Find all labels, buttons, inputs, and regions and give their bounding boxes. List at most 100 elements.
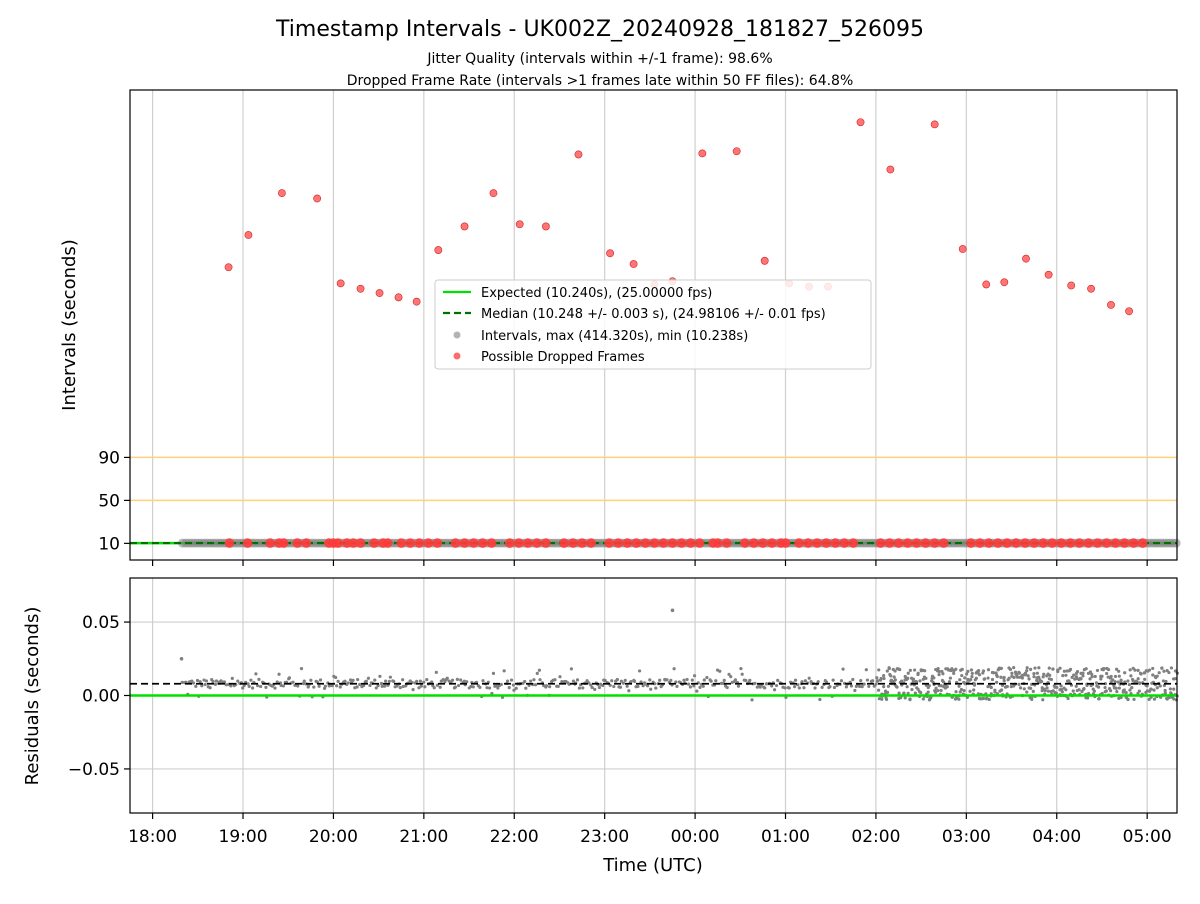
residual-point: [1020, 676, 1025, 680]
residual-point: [1049, 677, 1053, 682]
residuals-y-tick-label: 0.00: [82, 687, 120, 707]
dropped-frame-point: [278, 538, 289, 548]
residual-point: [1058, 666, 1062, 670]
residual-point: [1129, 674, 1133, 678]
dropped-frame-point: [486, 538, 497, 548]
dropped-frame-point: [794, 538, 804, 548]
residual-point: [725, 685, 729, 690]
residual-point: [485, 686, 489, 690]
residual-point: [348, 678, 353, 682]
residual-point: [1037, 666, 1041, 670]
x-tick-label: 02:00: [851, 827, 900, 847]
residual-point: [958, 690, 962, 694]
residual-point: [654, 686, 658, 690]
residual-point: [229, 684, 233, 688]
residual-point: [213, 682, 218, 686]
dropped-frame-point: [1067, 281, 1076, 290]
dropped-frame-point: [375, 289, 384, 297]
dropped-frame-point: [1038, 538, 1048, 548]
residual-point: [880, 697, 884, 701]
intervals-y-tick-label: 10: [98, 534, 120, 554]
residual-point: [533, 683, 538, 687]
residual-point: [491, 671, 496, 676]
residual-point: [398, 686, 402, 690]
residual-point: [309, 678, 313, 682]
dropped-frame-point: [577, 538, 587, 548]
residual-point: [537, 668, 542, 672]
residual-point: [1022, 687, 1026, 691]
residual-point: [312, 685, 316, 689]
residual-point: [1042, 687, 1047, 691]
residual-point: [991, 671, 996, 675]
residual-point: [1064, 673, 1068, 677]
residual-point: [959, 687, 964, 692]
intervals-y-ticks: 10 50 90: [98, 448, 130, 554]
dropped-frame-point: [542, 222, 550, 231]
residual-point: [913, 691, 917, 695]
residual-point: [705, 675, 709, 680]
residual-point: [1100, 674, 1104, 678]
residual-point: [1124, 691, 1128, 695]
x-tick-label: 05:00: [1123, 827, 1172, 847]
residual-point: [301, 681, 305, 686]
residual-point: [1172, 687, 1176, 691]
residual-point: [612, 684, 616, 689]
residual-point: [934, 690, 938, 694]
residual-point: [214, 679, 218, 683]
dropped-frame-point: [396, 538, 407, 548]
dropped-frame-point: [749, 538, 759, 548]
residual-point: [1071, 689, 1075, 693]
dropped-frame-point: [1056, 538, 1067, 548]
residual-point: [1138, 681, 1142, 686]
dropped-frame-point: [780, 538, 791, 548]
residual-point: [1128, 688, 1132, 692]
residual-point: [905, 685, 909, 689]
dropped-frame-point: [348, 538, 359, 548]
residual-point: [924, 676, 928, 680]
residual-point: [1061, 674, 1065, 678]
residual-point: [849, 684, 854, 688]
residual-point: [532, 678, 536, 682]
residual-point: [966, 669, 970, 673]
dropped-frame-point: [732, 147, 741, 156]
residual-point: [1113, 674, 1118, 679]
residual-point: [897, 691, 901, 695]
dropped-frame-point: [1065, 538, 1076, 548]
residual-point: [851, 677, 855, 682]
residual-point: [597, 685, 602, 690]
residual-point: [1137, 689, 1141, 693]
residual-point: [1095, 668, 1100, 673]
dropped-frame-point: [313, 194, 322, 203]
residual-point: [1018, 675, 1022, 679]
residual-point: [430, 680, 434, 684]
dropped-frame-point: [902, 538, 913, 548]
residual-point: [469, 684, 473, 689]
residual-point: [1169, 666, 1174, 670]
residual-point: [1162, 683, 1166, 688]
residual-point: [1035, 678, 1039, 683]
residual-point: [1172, 697, 1176, 701]
residuals-y-tick-label: 0.05: [82, 613, 120, 633]
dropped-frame-point: [242, 538, 253, 548]
residual-point: [419, 684, 423, 688]
x-tick-label: 01:00: [761, 827, 810, 847]
residual-point: [236, 679, 240, 683]
residual-point: [1104, 689, 1108, 693]
dropped-frame-point: [622, 538, 633, 548]
intervals-y-axis-label: Intervals (seconds): [59, 239, 80, 411]
residual-point: [277, 672, 281, 676]
residual-point: [692, 674, 697, 678]
dropped-frame-point: [886, 165, 895, 174]
residual-point: [977, 673, 982, 677]
residual-point: [246, 682, 250, 686]
dropped-frame-point: [477, 538, 488, 548]
residual-point: [923, 669, 927, 673]
residual-point: [1162, 669, 1166, 673]
residual-point: [1042, 672, 1046, 676]
residual-point: [512, 688, 516, 692]
residual-point: [876, 688, 881, 692]
residual-point: [709, 679, 713, 683]
residual-point: [939, 688, 943, 693]
residual-point: [887, 666, 891, 671]
residual-point: [194, 684, 198, 688]
